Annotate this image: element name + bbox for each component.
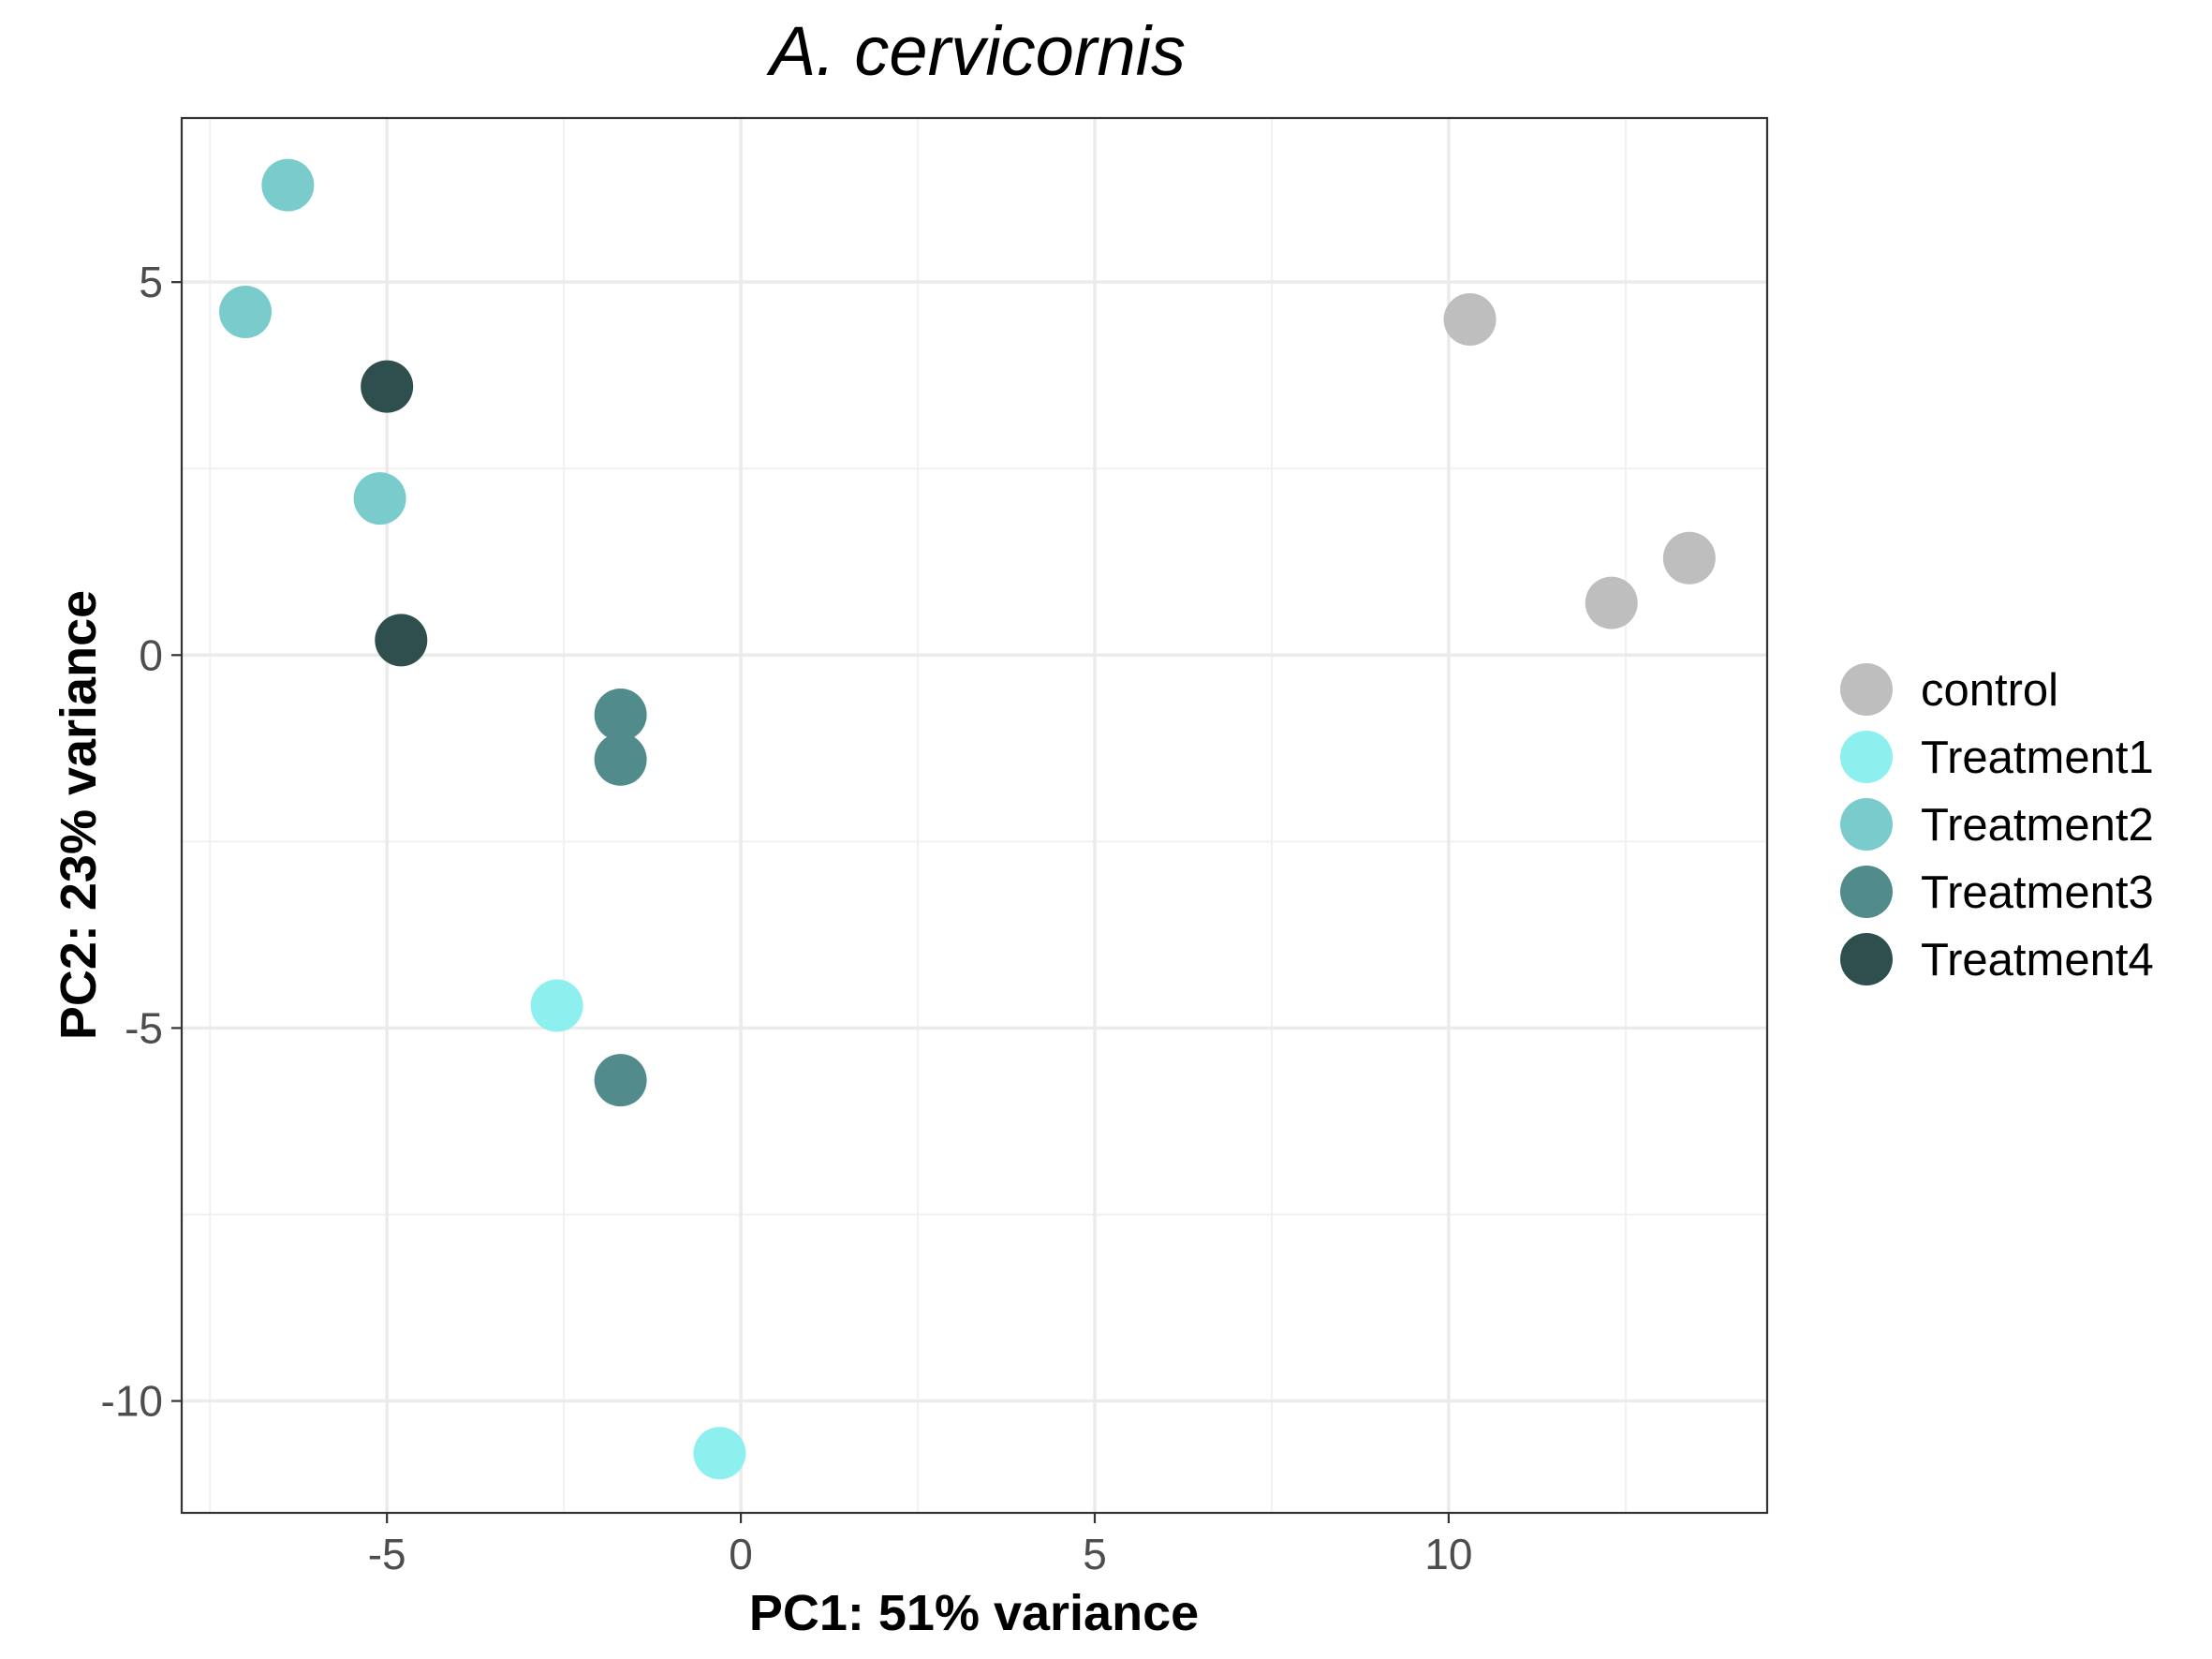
point-treatment3 bbox=[594, 733, 647, 786]
point-treatment3 bbox=[594, 1054, 647, 1107]
chart-title: A. cervicornis bbox=[766, 12, 1186, 90]
point-control bbox=[1443, 292, 1497, 346]
y-axis-title: PC2: 23% variance bbox=[51, 590, 107, 1040]
x-axis-ticks: -5 0 5 10 bbox=[368, 1513, 1472, 1578]
legend-key-treatment1 bbox=[1840, 731, 1893, 783]
legend-label-treatment4: Treatment4 bbox=[1921, 935, 2154, 985]
point-treatment4 bbox=[375, 614, 428, 667]
legend: control Treatment1 Treatment2 Treatment3 Tre… bbox=[1840, 663, 2154, 985]
x-tick-label: -5 bbox=[368, 1530, 406, 1578]
point-treatment2 bbox=[219, 286, 273, 339]
x-tick-label: 5 bbox=[1083, 1530, 1107, 1578]
y-tick-label: 0 bbox=[139, 630, 163, 679]
point-control bbox=[1662, 531, 1716, 585]
legend-label-treatment1: Treatment1 bbox=[1921, 733, 2154, 783]
y-axis-ticks: -10 -5 0 5 bbox=[101, 258, 182, 1426]
legend-label-treatment3: Treatment3 bbox=[1921, 867, 2154, 918]
x-tick-label: 0 bbox=[729, 1530, 753, 1578]
data-points bbox=[219, 158, 1716, 1480]
y-tick-label: -10 bbox=[101, 1377, 163, 1426]
legend-key-treatment4 bbox=[1840, 933, 1893, 985]
major-gridlines bbox=[182, 118, 1767, 1513]
point-treatment2 bbox=[353, 472, 406, 526]
y-tick-label: -5 bbox=[125, 1003, 163, 1052]
panel-border bbox=[180, 116, 1769, 1515]
panel-background bbox=[182, 118, 1767, 1513]
point-treatment3 bbox=[594, 689, 647, 742]
point-treatment1 bbox=[693, 1427, 746, 1480]
legend-key-treatment3 bbox=[1840, 866, 1893, 918]
point-treatment4 bbox=[361, 360, 414, 413]
y-tick-label: 5 bbox=[139, 258, 163, 306]
x-axis-title: PC1: 51% variance bbox=[749, 1585, 1199, 1641]
x-tick-label: 10 bbox=[1424, 1530, 1472, 1578]
legend-label-control: control bbox=[1921, 665, 2058, 716]
legend-label-treatment2: Treatment2 bbox=[1921, 800, 2154, 851]
legend-key-control bbox=[1840, 663, 1893, 716]
legend-key-treatment2 bbox=[1840, 798, 1893, 851]
point-control bbox=[1585, 576, 1638, 630]
point-treatment1 bbox=[530, 979, 583, 1032]
minor-gridlines bbox=[182, 118, 1767, 1513]
point-treatment2 bbox=[261, 158, 315, 212]
